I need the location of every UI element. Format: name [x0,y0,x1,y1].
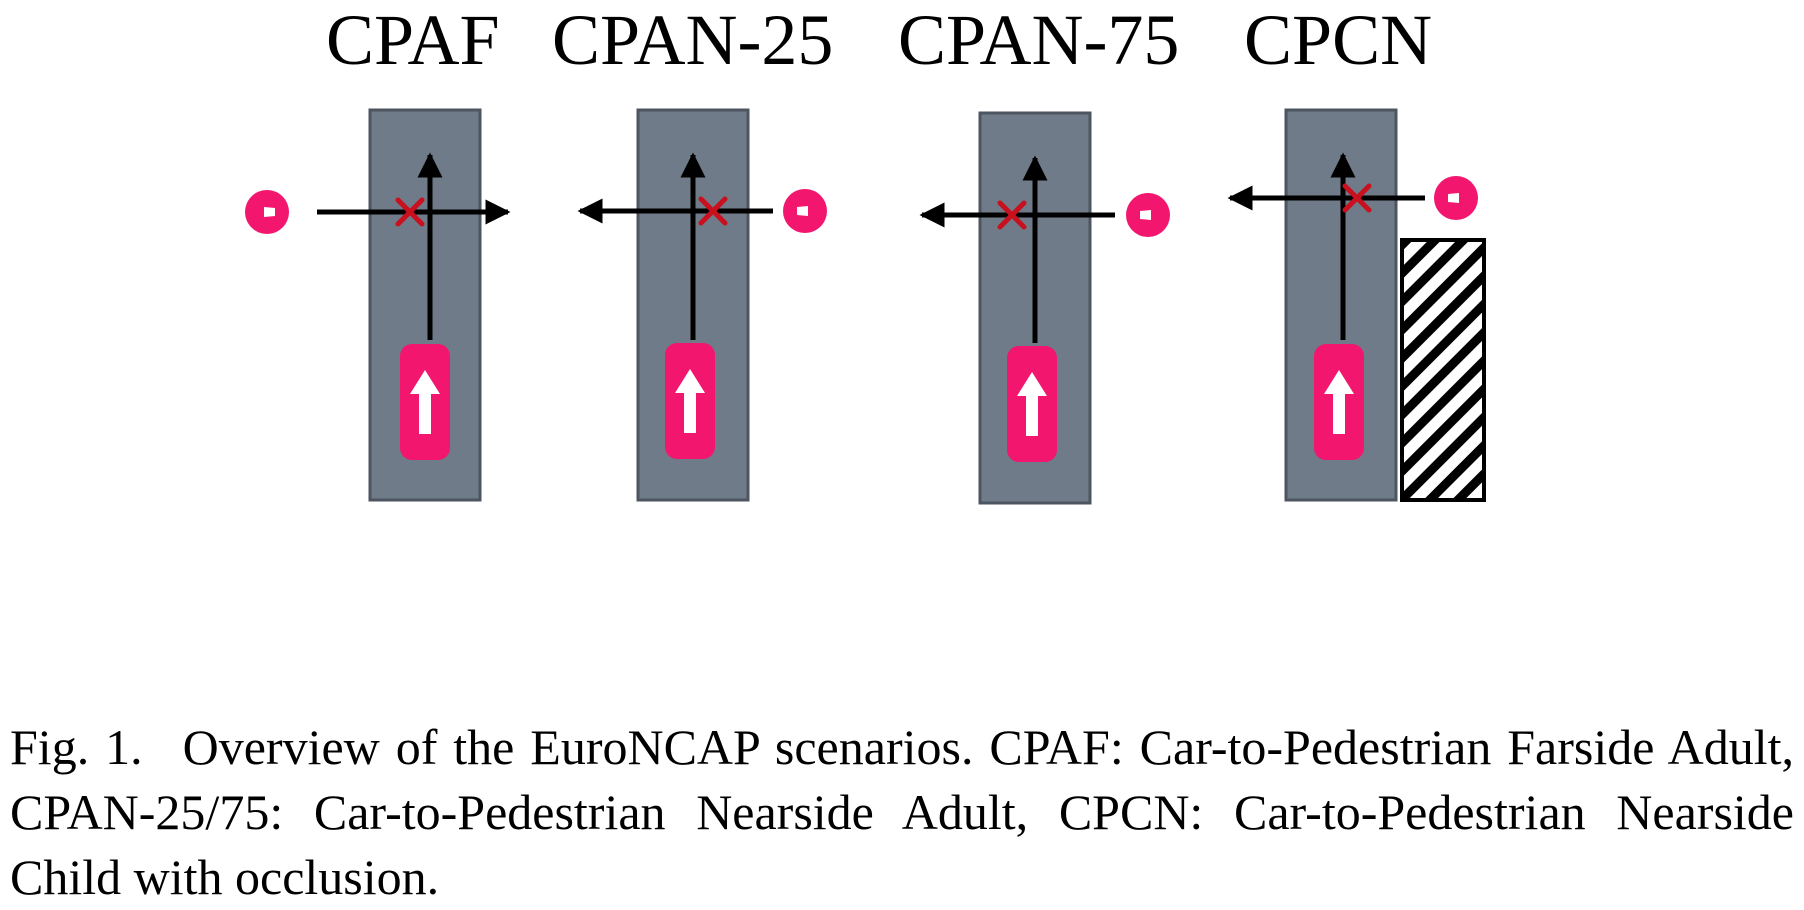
scenario-diagrams [245,108,1486,505]
scenario-cpcn [1227,108,1486,502]
scenario-title-cpcn: CPCN [1244,0,1433,80]
scenario-cpan-75 [919,111,1170,505]
scenario-title-cpan-25: CPAN-25 [552,0,834,80]
collision-marker-icon [395,197,425,227]
pedestrian-icon [1434,176,1478,220]
scenario-titles: CPAF CPAN-25 CPAN-75 CPCN [0,0,1804,80]
collision-marker-icon [698,196,728,226]
vehicle-icon [400,344,450,460]
occlusion-obstacle-icon [1400,238,1486,502]
scenario-title-cpan-75: CPAN-75 [898,0,1180,80]
scenario-cpaf [245,108,511,502]
pedestrian-icon [245,190,289,234]
pedestrian-icon [1126,193,1170,237]
scenario-title-cpaf: CPAF [326,0,500,80]
collision-marker-icon [997,200,1027,230]
figure-caption: Fig. 1. Overview of the EuroNCAP scenario… [10,715,1794,910]
pedestrian-icon [783,189,827,233]
vehicle-icon [1314,344,1364,460]
scenario-cpan-25 [577,108,827,502]
vehicle-icon [665,343,715,459]
vehicle-icon [1007,346,1057,462]
caption-text: Overview of the EuroNCAP scenarios. CPAF… [10,719,1794,905]
figure-label: Fig. 1. [10,719,143,775]
collision-marker-icon [1342,183,1372,213]
